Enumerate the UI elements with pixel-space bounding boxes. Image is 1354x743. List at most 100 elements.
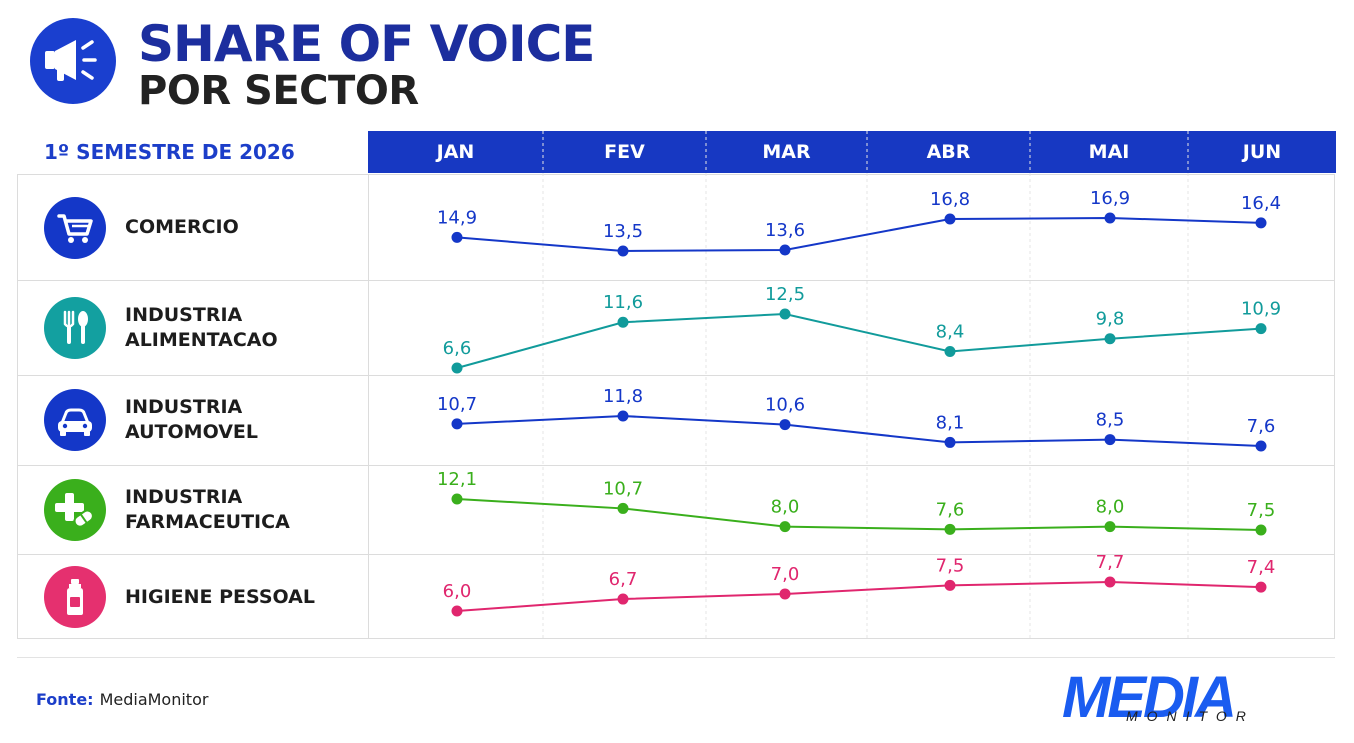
month-label-abr: ABR xyxy=(926,141,971,163)
data-label: 13,5 xyxy=(603,221,643,242)
data-label: 6,0 xyxy=(443,581,472,602)
month-label-jun: JUN xyxy=(1242,141,1282,163)
row-divider xyxy=(18,280,1334,281)
cart-icon xyxy=(44,196,106,259)
data-point xyxy=(1104,434,1116,446)
data-label: 10,6 xyxy=(765,395,805,416)
data-point xyxy=(617,410,629,422)
data-point xyxy=(944,346,956,358)
data-point xyxy=(617,316,629,328)
category-name: HIGIENE PESSOAL xyxy=(125,585,315,608)
series-line xyxy=(456,216,1262,253)
data-point xyxy=(779,419,791,431)
data-point xyxy=(617,245,629,257)
row-divider xyxy=(18,554,1334,555)
period-label: 1º SEMESTRE DE 2026 xyxy=(44,140,295,164)
data-label: 10,7 xyxy=(437,394,477,415)
logo-main-text: MEDIA xyxy=(1062,665,1237,730)
category-name: INDUSTRIA AUTOMOVEL xyxy=(125,396,258,443)
month-label-fev: FEV xyxy=(604,141,645,163)
data-label: 7,5 xyxy=(936,555,965,576)
data-point xyxy=(944,436,956,448)
data-point xyxy=(451,231,463,243)
source-note: Fonte: MediaMonitor xyxy=(36,690,208,709)
fork-knife-icon xyxy=(44,296,106,359)
data-label: 9,8 xyxy=(1096,309,1125,330)
data-label: 8,4 xyxy=(936,322,965,343)
data-label: 8,0 xyxy=(771,497,800,518)
month-label-mar: MAR xyxy=(762,141,811,163)
data-point xyxy=(451,418,463,430)
data-label: 7,4 xyxy=(1247,557,1276,578)
car-icon xyxy=(44,389,106,451)
medicine-icon xyxy=(44,478,106,541)
data-label: 13,6 xyxy=(765,220,805,241)
data-point xyxy=(1104,212,1116,224)
category-name: INDUSTRIA ALIMENTACAO xyxy=(125,303,278,351)
data-point xyxy=(1255,323,1267,335)
month-label-mai: MAI xyxy=(1088,141,1130,163)
data-label: 14,9 xyxy=(437,207,477,228)
category-name: COMERCIO xyxy=(125,216,239,238)
series-line xyxy=(456,580,1262,612)
category-row: HIGIENE PESSOAL xyxy=(18,554,368,640)
category-name: INDUSTRIA FARMACEUTICA xyxy=(125,485,290,533)
data-point xyxy=(451,493,463,505)
mediamonitor-logo: MEDIA MONITOR xyxy=(1062,668,1312,738)
data-label: 10,7 xyxy=(603,478,643,499)
category-row: INDUSTRIA FARMACEUTICA xyxy=(18,465,368,554)
data-label: 11,6 xyxy=(603,292,643,313)
bottle-icon xyxy=(44,566,106,628)
data-point xyxy=(1104,333,1116,345)
series-line xyxy=(456,414,1262,447)
data-point xyxy=(451,362,463,374)
data-label: 12,5 xyxy=(765,284,805,305)
data-label: 8,1 xyxy=(936,412,965,433)
data-label: 16,8 xyxy=(930,189,970,210)
series-line xyxy=(456,498,1262,531)
data-label: 8,0 xyxy=(1096,497,1125,518)
series-line xyxy=(456,312,1262,369)
data-label: 16,9 xyxy=(1090,188,1130,209)
data-point xyxy=(779,244,791,256)
data-label: 12,1 xyxy=(437,469,477,490)
month-label-jan: JAN xyxy=(436,141,475,163)
category-row: INDUSTRIA ALIMENTACAO xyxy=(18,280,368,375)
data-point xyxy=(1255,524,1267,536)
data-point xyxy=(1104,576,1116,588)
category-row: INDUSTRIA AUTOMOVEL xyxy=(18,375,368,465)
row-divider xyxy=(18,375,1334,376)
page-subtitle: POR SECTOR xyxy=(138,68,419,114)
column-divider xyxy=(368,175,369,638)
data-label: 16,4 xyxy=(1241,193,1281,214)
data-point xyxy=(1255,440,1267,452)
chart-table: COMERCIO INDUSTRIA ALIMENTACAO INDUSTRIA A… xyxy=(17,174,1335,639)
data-point xyxy=(779,588,791,600)
data-point xyxy=(617,593,629,605)
data-point xyxy=(1255,581,1267,593)
footer-divider xyxy=(17,657,1335,658)
data-point xyxy=(779,308,791,320)
row-divider xyxy=(18,465,1334,466)
data-point xyxy=(944,523,956,535)
megaphone-icon xyxy=(30,18,116,104)
data-point xyxy=(1104,521,1116,533)
data-label: 7,0 xyxy=(771,564,800,585)
source-value: MediaMonitor xyxy=(99,690,209,709)
data-point xyxy=(779,521,791,533)
data-label: 6,6 xyxy=(443,338,472,359)
logo-sub-text: MONITOR xyxy=(1126,708,1255,724)
page-title: SHARE OF VOICE xyxy=(138,15,595,73)
data-point xyxy=(944,579,956,591)
source-label: Fonte: xyxy=(36,690,94,709)
data-label: 10,9 xyxy=(1241,299,1281,320)
data-label: 7,6 xyxy=(936,499,965,520)
data-point xyxy=(1255,217,1267,229)
data-label: 6,7 xyxy=(609,569,638,590)
data-label: 11,8 xyxy=(603,386,643,407)
month-header-bar: JAN FEV MAR ABR MAI JUN xyxy=(368,131,1336,173)
category-row: COMERCIO xyxy=(18,175,368,280)
data-label: 8,5 xyxy=(1096,410,1125,431)
data-label: 7,7 xyxy=(1096,552,1125,573)
